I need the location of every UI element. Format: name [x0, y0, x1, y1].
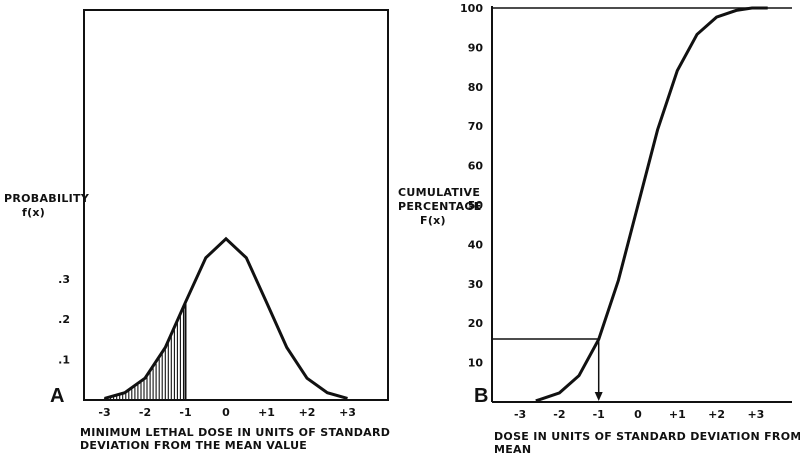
x-tick-label: -1 — [179, 406, 191, 419]
y-label-line-3: F(x) — [420, 214, 446, 227]
panel-a: -3 -2 -1 0 +1 +2 +3 .1.2.3 PROBABILITY f(x) A … — [4, 9, 390, 452]
x-tick-label: 0 — [634, 408, 642, 421]
y-tick-label: 50 — [468, 199, 484, 212]
x-tick-label: -1 — [593, 408, 605, 421]
density-curve — [104, 236, 348, 400]
y-tick-label: 30 — [468, 278, 484, 291]
y-tick-label: 20 — [468, 317, 484, 330]
y-label-line-1: CUMULATIVE — [398, 186, 480, 199]
y-tick-label: 90 — [468, 41, 484, 54]
x-tick-label: +3 — [339, 406, 356, 419]
panel-a-letter: A — [50, 385, 64, 407]
y-tick-label: 10 — [468, 357, 484, 370]
x-tick-label: +2 — [708, 408, 725, 421]
y-tick-label: 100 — [460, 2, 483, 15]
x-tick-label: -3 — [514, 408, 526, 421]
shaded-region-hatch — [103, 307, 185, 400]
y-tick-label: 70 — [468, 120, 484, 133]
x-tick-labels: -3 -2 -1 0 +1 +2 +3 — [514, 408, 764, 421]
x-tick-labels: -3 -2 -1 0 +1 +2 +3 — [98, 406, 356, 419]
arrow-head-icon — [594, 392, 603, 401]
y-tick-label: .2 — [58, 313, 70, 326]
x-label-line-1: MINIMUM LETHAL DOSE IN UNITS OF STANDARD — [80, 426, 390, 439]
panel-b-letter: B — [474, 385, 488, 407]
y-label-line-2: f(x) — [22, 206, 45, 219]
x-tick-label: 0 — [222, 406, 230, 419]
x-tick-label: -2 — [553, 408, 565, 421]
y-tick-label: .1 — [58, 354, 70, 367]
y-tick-label: 80 — [468, 81, 484, 94]
x-tick-label: +1 — [258, 406, 275, 419]
x-label-line-2: DEVIATION FROM THE MEAN VALUE — [80, 439, 307, 452]
x-label-line-1: DOSE IN UNITS OF STANDARD DEVIATION FROM… — [494, 430, 800, 443]
x-label-line-2: MEAN — [494, 443, 531, 456]
y-tick-label: 40 — [468, 238, 484, 251]
y-tick-labels: .1 .2 .3 — [58, 273, 70, 367]
x-tick-label: +3 — [747, 408, 764, 421]
panel-a-frame — [83, 9, 389, 401]
x-tick-label: -2 — [139, 406, 151, 419]
x-tick-label: +1 — [669, 408, 686, 421]
y-tick-label: 60 — [468, 160, 484, 173]
y-label-line-2: PERCENTAGE — [398, 200, 482, 213]
x-tick-label: -3 — [98, 406, 110, 419]
y-tick-labels: 10 20 30 40 50 60 70 80 90 100 — [460, 2, 483, 370]
y-tick-label: .3 — [58, 273, 70, 286]
x-tick-label: +2 — [299, 406, 316, 419]
y-label-line-1: PROBABILITY — [4, 192, 90, 205]
panel-b: -3 -2 -1 0 +1 +2 +3 10 20 30 40 50 60 70 80 90 100 CUMU… — [398, 2, 800, 456]
cumulative-curve — [535, 6, 768, 403]
